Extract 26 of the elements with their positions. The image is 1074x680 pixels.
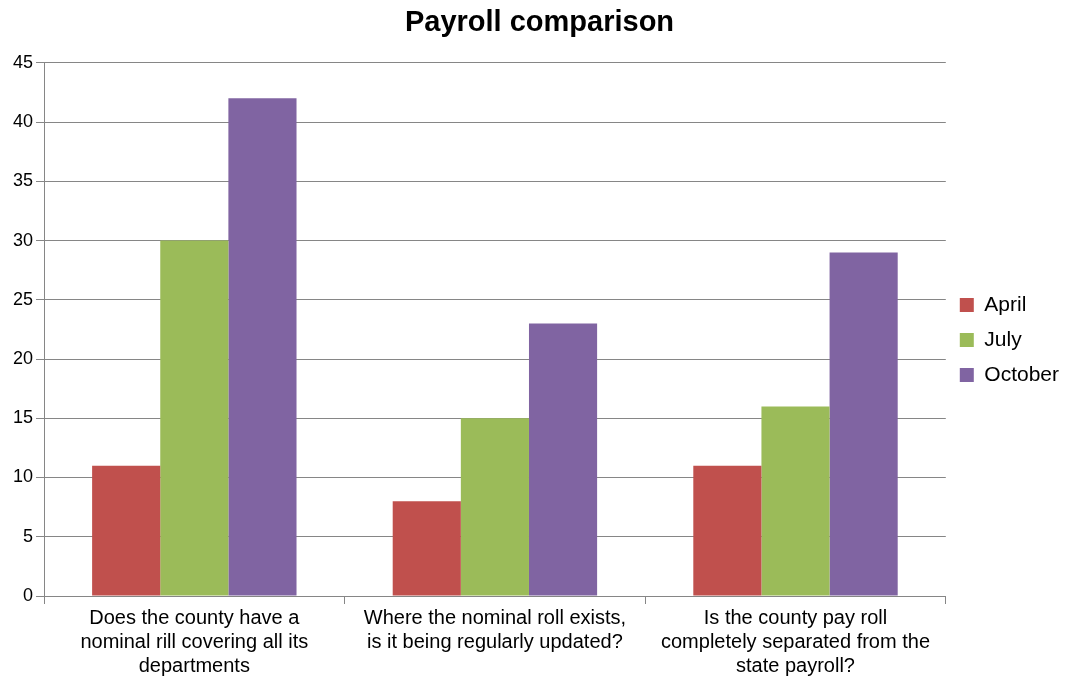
bar (829, 252, 898, 596)
bar (761, 406, 830, 596)
x-tick-label: Does the county have a nominal rill covering all its departments (80, 605, 309, 676)
y-tick-label: 25 (12, 288, 34, 309)
x-tick-label: Where the nominal roll exists, is it being regularly updated? (363, 605, 627, 652)
y-tick-label: 15 (12, 407, 34, 428)
y-tick-label: 40 (12, 111, 34, 132)
y-tick-label: 45 (12, 51, 34, 72)
y-tick-label: 5 (23, 525, 34, 546)
y-tick-label: 35 (12, 170, 34, 191)
legend-label: April (984, 291, 1027, 315)
bar (392, 501, 461, 596)
bar (92, 465, 161, 596)
bar (160, 240, 229, 596)
bar (228, 98, 297, 596)
x-tick-label: Is the county pay roll completely separated from the state payroll? (660, 605, 931, 676)
y-tick-label: 0 (23, 584, 34, 605)
y-tick-label: 10 (12, 466, 34, 487)
chart-title: Payroll comparison (404, 5, 675, 38)
legend-label: October (984, 361, 1060, 385)
bar (693, 465, 762, 596)
bar (528, 323, 598, 596)
y-tick-label: 30 (12, 229, 34, 250)
legend-label: July (984, 326, 1023, 350)
bar (460, 418, 529, 596)
y-tick-label: 20 (12, 347, 34, 368)
